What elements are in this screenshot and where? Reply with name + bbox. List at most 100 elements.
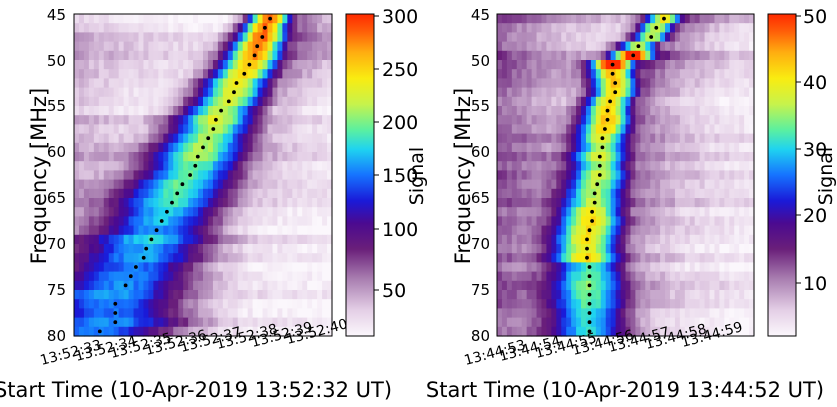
ridge-point: [247, 62, 252, 67]
heatmap-cell: [526, 60, 533, 70]
heatmap-cell: [232, 244, 239, 254]
heatmap-cell: [497, 115, 503, 125]
heatmap-cell: [74, 170, 80, 181]
heatmap-cell: [212, 299, 219, 309]
heatmap-cell: [600, 271, 607, 282]
heatmap-cell: [217, 115, 224, 125]
heatmap-cell: [595, 69, 602, 79]
heatmap-cell: [118, 290, 125, 300]
heatmap-cell: [516, 216, 523, 227]
heatmap-cell: [561, 152, 567, 162]
heatmap-cell: [551, 198, 557, 208]
heatmap-cell: [744, 326, 750, 337]
heatmap-cell: [153, 216, 159, 227]
heatmap-cell: [88, 244, 95, 254]
heatmap-cell: [605, 142, 612, 153]
heatmap-cell: [665, 244, 671, 254]
heatmap-cell: [546, 78, 552, 89]
heatmap-cell: [729, 41, 735, 52]
heatmap-cell: [610, 41, 617, 52]
heatmap-cell: [148, 198, 154, 208]
heatmap-cell: [178, 216, 184, 227]
heatmap-cell: [536, 262, 543, 273]
heatmap-cell: [217, 69, 224, 79]
heatmap-cell: [511, 234, 518, 245]
heatmap-cell: [679, 253, 686, 263]
heatmap-cell: [83, 60, 90, 70]
heatmap-cell: [497, 106, 503, 116]
heatmap-cell: [516, 87, 523, 98]
heatmap-cell: [650, 244, 656, 254]
heatmap-cell: [615, 115, 622, 125]
ridge-point: [587, 320, 592, 325]
heatmap-cell: [292, 280, 298, 291]
heatmap-cell: [590, 60, 597, 70]
heatmap-cell: [257, 280, 264, 291]
heatmap-cell: [287, 299, 293, 309]
heatmap-cell: [729, 115, 735, 125]
heatmap-cell: [103, 207, 110, 217]
heatmap-cell: [113, 216, 120, 227]
heatmap-cell: [734, 161, 740, 171]
heatmap-cell: [497, 23, 503, 33]
heatmap-cell: [699, 308, 706, 319]
heatmap-cell: [536, 50, 543, 61]
heatmap-cell: [561, 253, 567, 263]
heatmap-cell: [327, 262, 333, 273]
heatmap-cell: [138, 41, 145, 52]
heatmap-cell: [501, 262, 508, 273]
heatmap-cell: [640, 60, 646, 70]
heatmap-cell: [679, 290, 686, 300]
heatmap-cell: [282, 290, 288, 300]
heatmap-cell: [674, 225, 681, 236]
heatmap-cell: [709, 106, 716, 116]
heatmap-cell: [497, 216, 503, 227]
heatmap-cell: [287, 23, 293, 33]
heatmap-cell: [704, 326, 711, 337]
heatmap-cell: [531, 152, 538, 162]
heatmap-cell: [302, 142, 308, 153]
heatmap-cell: [650, 106, 656, 116]
heatmap-cell: [262, 317, 269, 328]
heatmap-cell: [88, 96, 95, 107]
heatmap-cell: [526, 87, 533, 98]
heatmap-cell: [739, 60, 745, 70]
heatmap-cell: [267, 271, 274, 282]
heatmap-cell: [630, 290, 636, 300]
heatmap-cell: [133, 326, 140, 337]
heatmap-cell: [217, 142, 224, 153]
heatmap-cell: [719, 78, 725, 89]
ridge-point: [226, 99, 231, 104]
heatmap-cell: [531, 308, 538, 319]
heatmap-cell: [188, 133, 194, 144]
heatmap-cell: [709, 179, 716, 190]
heatmap-cell: [183, 87, 189, 98]
heatmap-cell: [620, 198, 627, 208]
heatmap-cell: [158, 234, 164, 245]
heatmap-cell: [566, 234, 572, 245]
heatmap-cell: [222, 198, 229, 208]
heatmap-cell: [133, 290, 140, 300]
heatmap-cell: [536, 271, 543, 282]
heatmap-cell: [287, 271, 293, 282]
heatmap-cell: [714, 170, 720, 181]
heatmap-cell: [297, 96, 303, 107]
heatmap-cell: [566, 170, 572, 181]
heatmap-cell: [526, 23, 533, 33]
heatmap-cell: [193, 225, 199, 236]
heatmap-cell: [143, 41, 150, 52]
heatmap-cell: [277, 216, 283, 227]
heatmap-cell: [178, 41, 184, 52]
heatmap-cell: [232, 106, 239, 116]
heatmap-cell: [88, 234, 95, 245]
heatmap-cell: [724, 96, 730, 107]
heatmap-cell: [506, 23, 513, 33]
heatmap-cell: [581, 50, 587, 61]
heatmap-cell: [521, 317, 528, 328]
heatmap-cell: [655, 317, 661, 328]
heatmap-cell: [581, 207, 587, 217]
heatmap-cell: [655, 69, 661, 79]
heatmap-cell: [684, 280, 691, 291]
heatmap-cell: [252, 124, 259, 135]
heatmap-cell: [744, 69, 750, 79]
